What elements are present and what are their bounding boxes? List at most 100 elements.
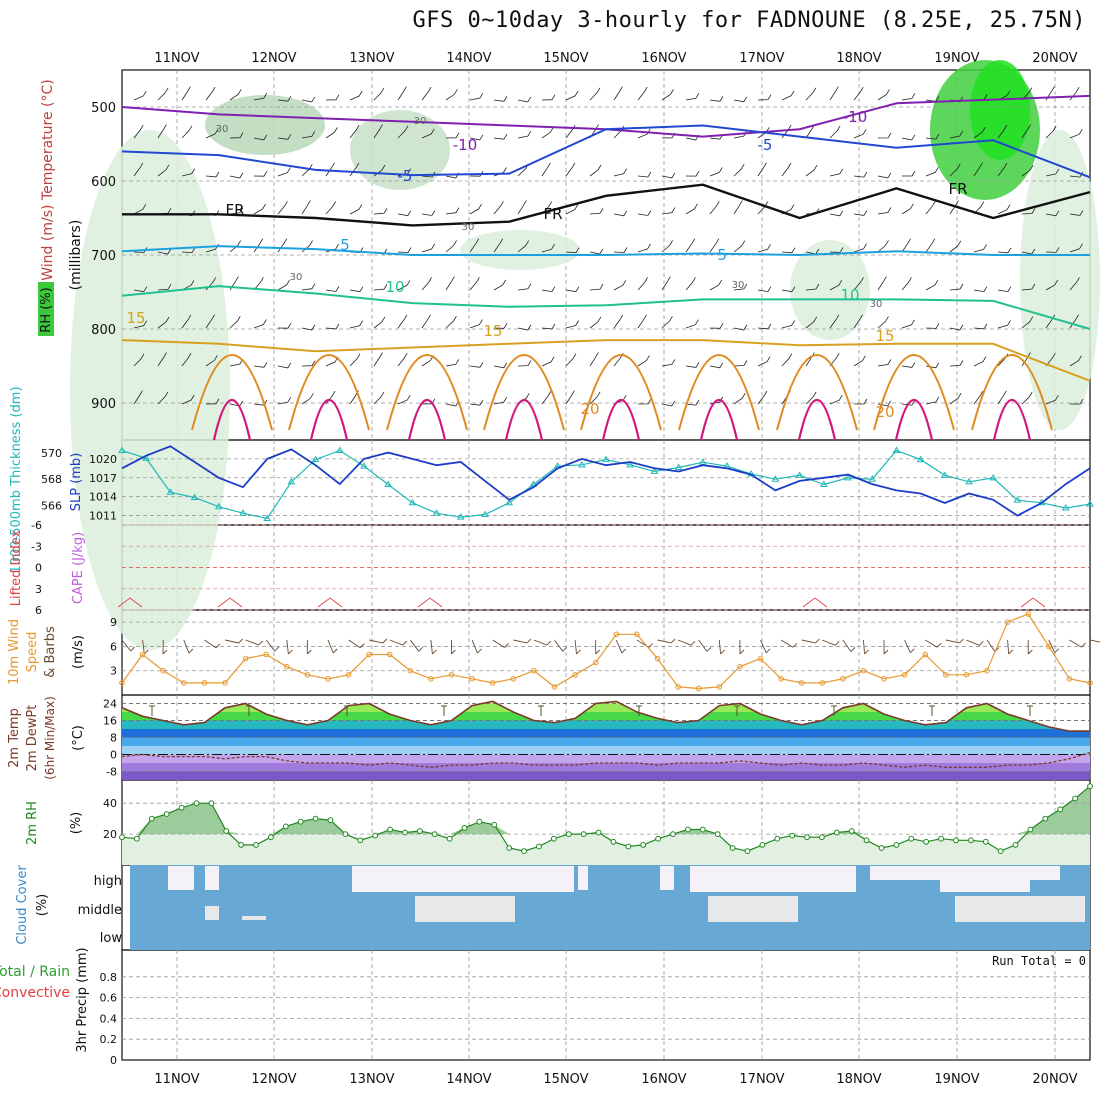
wind-barb (349, 204, 363, 215)
wind-barb (733, 200, 743, 215)
panel-frame-1 (121, 439, 1091, 526)
thickness-tick-label: 566 (41, 499, 62, 512)
rh2m-point (878, 845, 885, 851)
wind-barb (277, 238, 288, 253)
wind-barb (925, 133, 940, 140)
wind-barb (205, 128, 219, 139)
slp-tick-label: 1017 (89, 472, 117, 485)
lifted-index-trace (317, 597, 343, 608)
temp-color-band (122, 729, 1090, 738)
ylabel-temp-1: 2m Temp (7, 708, 22, 768)
wind-barb (637, 243, 651, 253)
isotherm-label: FR (543, 205, 562, 223)
wind-barb (733, 283, 748, 291)
thickness-point (916, 455, 925, 463)
precip-tick-label: 0.6 (100, 992, 118, 1005)
wind10-barb (409, 639, 424, 652)
wind-barb (301, 200, 311, 215)
isotherm-25-arch (212, 398, 252, 441)
wind-barb (397, 247, 412, 254)
wind-barb (949, 163, 961, 177)
wind-barb (157, 124, 167, 139)
thickness-point (142, 454, 151, 461)
rh-contour-label: 30 (414, 116, 427, 127)
wind-barb (997, 124, 1008, 139)
day-label-bottom: 11NOV (154, 1072, 199, 1087)
wind10-barb (904, 639, 915, 654)
wind10-speed-point (675, 684, 681, 690)
wind10-barb (327, 639, 338, 654)
rh2m-point (193, 800, 200, 807)
ylabel-millibars: (millibars) (68, 220, 84, 291)
wind-barb (493, 323, 508, 329)
wind-barb (205, 314, 215, 329)
thickness-point (118, 446, 126, 453)
wind-barb (229, 132, 244, 139)
wind10-speed-point (1087, 680, 1093, 686)
wind-barb (445, 132, 460, 139)
pressure-tick-label: 900 (91, 397, 116, 412)
wind10-speed-point (592, 659, 599, 666)
thickness-point (844, 473, 852, 481)
wind-barb (733, 96, 748, 103)
wind-barb (517, 96, 532, 103)
wind-barb (181, 314, 192, 329)
wind-barb (205, 398, 220, 405)
wind-barb (1021, 391, 1033, 405)
wind-barb (325, 286, 340, 292)
wind-barb (301, 240, 313, 253)
rh-shading-area (70, 130, 230, 650)
thickness-point (384, 480, 393, 487)
wind-barb (757, 244, 771, 253)
wind-barb (229, 207, 244, 215)
wind-barb (373, 208, 388, 215)
wind-barb (901, 399, 916, 406)
wind-barb (253, 134, 268, 141)
temp-maxmin-marker (1027, 705, 1033, 716)
wind-barb (997, 320, 1011, 329)
ylabel-wind10-units: (m/s) (71, 635, 86, 669)
day-label-top: 19NOV (934, 51, 979, 66)
wind-barb (925, 279, 939, 291)
wind-barb (229, 315, 241, 329)
wind10-barb (204, 639, 221, 649)
wind-barb (157, 87, 169, 101)
wind-barb (709, 323, 724, 329)
wind-barb (589, 283, 604, 291)
wind10-speed-point (860, 667, 867, 674)
temp-maxmin-marker (831, 705, 837, 716)
isotherm-20-arch (776, 354, 858, 431)
wind-barb (1045, 168, 1060, 177)
wind10-speed-point (716, 684, 723, 690)
lifted-tick-label: 0 (35, 562, 42, 575)
wind10-barb (306, 639, 312, 655)
wind-barb (853, 243, 867, 253)
rh2m-point (580, 831, 587, 837)
wind-barb (157, 352, 167, 367)
wind-barb (565, 286, 580, 293)
temp-color-band (122, 712, 1090, 721)
thickness-point (989, 473, 998, 481)
wind10-speed-point (737, 663, 743, 670)
slp-tick-label: 1020 (89, 453, 117, 466)
wind10-barb (121, 639, 136, 652)
temp-maxmin-marker (149, 705, 155, 716)
wind10-speed-point (201, 680, 208, 686)
temp-maxmin-marker (538, 705, 544, 716)
thickness-point (795, 471, 804, 478)
wind-barb (325, 127, 338, 139)
precip-tick-label: 0.8 (100, 971, 118, 984)
wind-barb (997, 286, 1012, 293)
cloud-clear-gap (800, 866, 856, 892)
lifted-tick-label: -6 (31, 519, 42, 532)
wind-barb (373, 316, 386, 329)
wind-barb (253, 319, 267, 329)
wind-barb (1021, 164, 1034, 177)
wind-barb (685, 277, 696, 291)
cloud-clear-gap (352, 866, 574, 892)
rh2m-point (178, 804, 185, 811)
wind-barb (685, 362, 700, 368)
isotherm-20-arch (971, 354, 1053, 431)
wind-barb (757, 323, 772, 330)
wind10-barb (162, 639, 168, 655)
